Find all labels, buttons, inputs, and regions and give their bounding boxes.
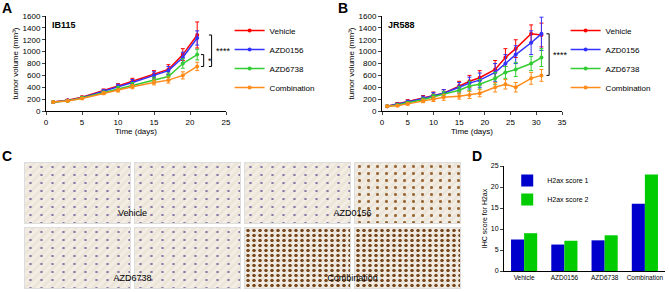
svg-text:1600: 1600: [23, 12, 41, 21]
svg-text:IB115: IB115: [52, 20, 76, 30]
html-text:C: C: [2, 148, 13, 164]
svg-text:0: 0: [44, 118, 49, 127]
svg-text:600: 600: [363, 71, 377, 80]
svg-text:1400: 1400: [359, 24, 377, 33]
svg-text:AZD6738: AZD6738: [606, 65, 640, 74]
svg-text:AZD0156: AZD0156: [551, 274, 579, 281]
svg-text:H2ax score 1: H2ax score 1: [547, 177, 588, 184]
svg-text:0: 0: [495, 267, 499, 274]
svg-text:1000: 1000: [359, 47, 377, 56]
svg-text:35: 35: [558, 118, 567, 127]
svg-text:800: 800: [27, 59, 41, 68]
svg-text:0: 0: [36, 107, 41, 116]
svg-text:AZD6738: AZD6738: [270, 65, 304, 74]
svg-text:10: 10: [114, 118, 123, 127]
svg-text:5: 5: [80, 118, 85, 127]
svg-text:20: 20: [480, 118, 489, 127]
svg-text:H2ax score 2: H2ax score 2: [547, 196, 588, 203]
html-text:Combination: Combination: [327, 273, 378, 283]
svg-text:15: 15: [150, 118, 159, 127]
html-text:D: D: [472, 148, 483, 164]
svg-text:Vehicle: Vehicle: [270, 27, 296, 36]
svg-text:Combination: Combination: [270, 84, 315, 93]
html-text:A: A: [2, 0, 13, 16]
html-text:B: B: [338, 0, 349, 16]
svg-text:10: 10: [429, 118, 438, 127]
svg-text:JR588: JR588: [388, 20, 415, 30]
svg-text:5: 5: [405, 118, 410, 127]
svg-text:Combination: Combination: [627, 274, 664, 281]
svg-text:15: 15: [455, 118, 464, 127]
svg-text:25: 25: [506, 118, 515, 127]
svg-text:25: 25: [222, 118, 231, 127]
svg-text:****: ****: [553, 50, 568, 60]
svg-text:1400: 1400: [23, 24, 41, 33]
svg-text:30: 30: [532, 118, 541, 127]
svg-text:tumor volume (mm³): tumor volume (mm³): [11, 27, 20, 99]
svg-text:1200: 1200: [23, 36, 41, 45]
svg-text:25: 25: [491, 162, 499, 169]
svg-text:IHC score for H2ax: IHC score for H2ax: [481, 188, 488, 248]
svg-text:15: 15: [491, 204, 499, 211]
svg-text:1200: 1200: [359, 36, 377, 45]
svg-text:tumor volume (mm³): tumor volume (mm³): [347, 27, 356, 99]
svg-text:AZD0156: AZD0156: [270, 46, 304, 55]
svg-text:Time (days): Time (days): [451, 127, 493, 136]
svg-text:Vehicle: Vehicle: [606, 27, 632, 36]
svg-text:200: 200: [27, 95, 41, 104]
html-text:AZD0156: AZD0156: [333, 208, 372, 218]
svg-text:1600: 1600: [359, 12, 377, 21]
svg-text:20: 20: [491, 183, 499, 190]
svg-text:600: 600: [27, 71, 41, 80]
svg-text:800: 800: [363, 59, 377, 68]
svg-text:1000: 1000: [23, 47, 41, 56]
svg-text:AZD0156: AZD0156: [606, 46, 640, 55]
svg-text:10: 10: [491, 225, 499, 232]
svg-text:400: 400: [27, 83, 41, 92]
svg-text:Time (days): Time (days): [115, 127, 157, 136]
svg-text:Vehicle: Vehicle: [514, 274, 535, 281]
svg-text:0: 0: [372, 107, 377, 116]
svg-text:400: 400: [363, 83, 377, 92]
svg-text:200: 200: [363, 95, 377, 104]
svg-text:****: ****: [216, 46, 231, 56]
html-text:Vehicle: Vehicle: [118, 208, 147, 218]
html-text:AZD6738: AZD6738: [113, 273, 152, 283]
svg-text:*: *: [208, 56, 212, 66]
svg-text:5: 5: [495, 246, 499, 253]
svg-text:Combination: Combination: [606, 84, 651, 93]
svg-text:20: 20: [186, 118, 195, 127]
svg-text:AZD6738: AZD6738: [591, 274, 619, 281]
svg-text:0: 0: [380, 118, 385, 127]
